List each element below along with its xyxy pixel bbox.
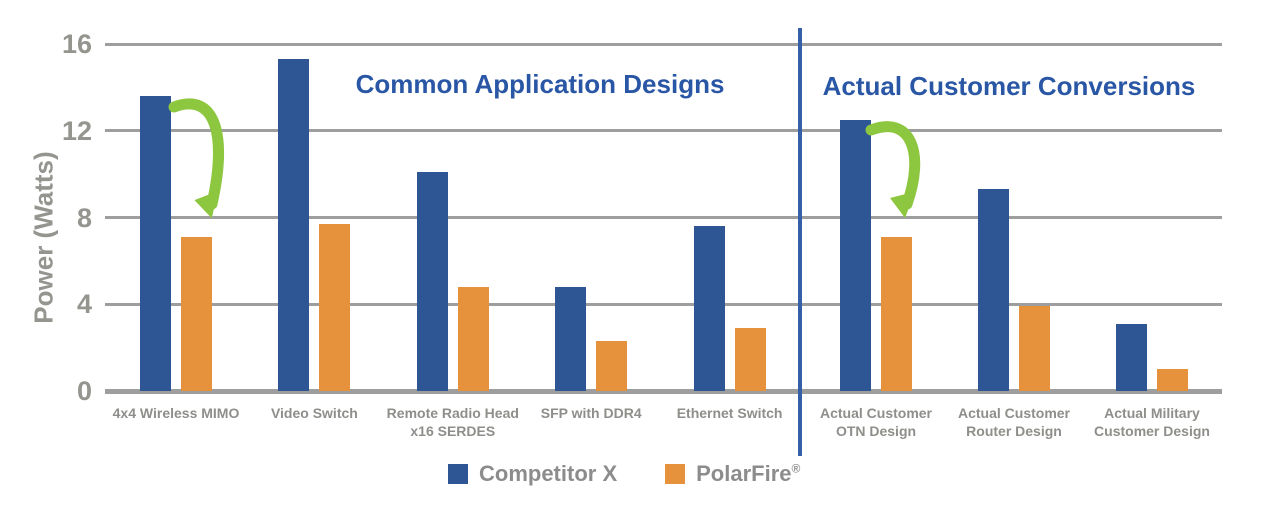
x-axis-label-1: Video Switch [270, 405, 358, 421]
section-title-customer-conversions: Actual Customer Conversions [822, 71, 1196, 101]
bar-competitor-x-0 [140, 96, 171, 391]
bar-polarfire-1 [319, 224, 351, 391]
x-axis-label-0: 4x4 Wireless MIMO [112, 405, 240, 421]
y-tick-label-8: 8 [76, 202, 92, 233]
bar-polarfire-7 [1157, 369, 1188, 391]
x-axis-label-3: SFP with DDR4 [540, 405, 642, 421]
legend-item-polarfire: PolarFire® [665, 461, 800, 487]
bar-competitor-x-2 [416, 171, 448, 391]
x-axis-line [105, 389, 1222, 394]
bar-polarfire-6 [1019, 306, 1050, 391]
bar-competitor-x-6 [978, 189, 1009, 391]
x-axis-label-2: Remote Radio Head x16 SERDES [386, 405, 519, 439]
y-tick-label-0: 0 [76, 376, 92, 406]
bar-competitor-x-7 [1116, 323, 1147, 391]
x-axis-label-4: Ethernet Switch [676, 405, 783, 421]
registered-trademark-symbol: ® [791, 461, 801, 476]
bar-polarfire-5 [881, 237, 912, 391]
gridline-8 [105, 216, 1222, 219]
x-axis-label-6: Actual Customer Router Design [957, 405, 1071, 439]
section-title-common-applications: Common Application Designs [355, 69, 725, 99]
y-tick-label-4: 4 [76, 289, 92, 320]
bar-competitor-x-1 [278, 59, 310, 391]
legend-label-competitor-x: Competitor X [479, 461, 618, 486]
bar-competitor-x-3 [555, 286, 587, 391]
x-axis-label-7: Actual Military Customer Design [1094, 405, 1210, 439]
legend-item-competitor-x: Competitor X [448, 461, 617, 487]
legend-label-polarfire: PolarFire® [696, 461, 801, 486]
y-tick-label-12: 12 [61, 115, 92, 146]
legend-swatch-polarfire [665, 464, 686, 484]
legend: Competitor X PolarFire® [448, 461, 800, 487]
bar-polarfire-0 [181, 237, 212, 391]
x-axis-label-5: Actual Customer OTN Design [819, 405, 933, 439]
gridline-12 [105, 129, 1222, 133]
y-axis-title: Power (Watts) [28, 151, 59, 324]
y-tick-label-16: 16 [61, 29, 92, 59]
bar-competitor-x-5 [840, 119, 871, 391]
section-divider-line [798, 28, 802, 456]
bar-polarfire-2 [457, 286, 489, 391]
legend-swatch-competitor-x [448, 464, 468, 484]
gridline-16 [105, 42, 1222, 46]
gridline-4 [105, 302, 1222, 306]
bar-polarfire-4 [734, 328, 766, 391]
bar-competitor-x-4 [693, 226, 725, 391]
bar-polarfire-3 [596, 341, 628, 391]
